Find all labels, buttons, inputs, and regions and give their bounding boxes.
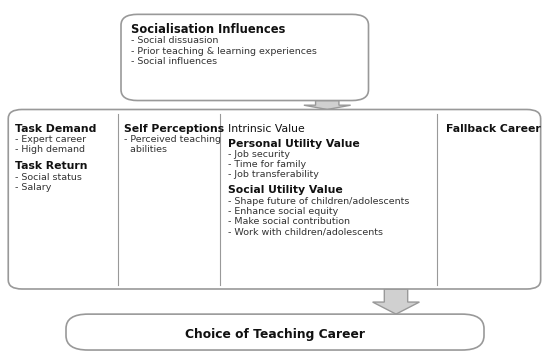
Text: - Make social contribution: - Make social contribution xyxy=(228,217,350,226)
Text: - Job security: - Job security xyxy=(228,150,290,159)
Text: Intrinsic Value: Intrinsic Value xyxy=(228,124,305,134)
Text: - Prior teaching & learning experiences: - Prior teaching & learning experiences xyxy=(131,47,317,56)
Text: - Social dissuasion: - Social dissuasion xyxy=(131,36,218,45)
Text: - Enhance social equity: - Enhance social equity xyxy=(228,207,338,216)
Text: Choice of Teaching Career: Choice of Teaching Career xyxy=(185,328,365,341)
Polygon shape xyxy=(373,289,419,314)
Text: - Time for family: - Time for family xyxy=(228,160,306,169)
Text: Personal Utility Value: Personal Utility Value xyxy=(228,139,360,149)
Text: Social Utility Value: Social Utility Value xyxy=(228,186,343,195)
Polygon shape xyxy=(304,101,351,109)
Text: - High demand: - High demand xyxy=(15,145,85,154)
Text: abilities: abilities xyxy=(124,145,167,154)
Text: Fallback Career: Fallback Career xyxy=(446,124,540,134)
FancyBboxPatch shape xyxy=(8,109,541,289)
FancyBboxPatch shape xyxy=(121,14,368,101)
Text: - Salary: - Salary xyxy=(15,183,52,192)
Text: - Shape future of children/adolescents: - Shape future of children/adolescents xyxy=(228,197,410,206)
Text: Socialisation Influences: Socialisation Influences xyxy=(131,23,285,36)
Text: Task Demand: Task Demand xyxy=(15,124,97,134)
Text: - Social status: - Social status xyxy=(15,173,82,182)
Text: Self Perceptions: Self Perceptions xyxy=(124,124,224,134)
Text: - Job transferability: - Job transferability xyxy=(228,171,319,180)
FancyBboxPatch shape xyxy=(66,314,484,350)
Text: Task Return: Task Return xyxy=(15,162,88,172)
Text: - Expert career: - Expert career xyxy=(15,135,86,144)
Text: - Perceived teaching: - Perceived teaching xyxy=(124,135,221,144)
Text: - Work with children/adolescents: - Work with children/adolescents xyxy=(228,227,383,236)
Text: - Social influences: - Social influences xyxy=(131,57,217,66)
